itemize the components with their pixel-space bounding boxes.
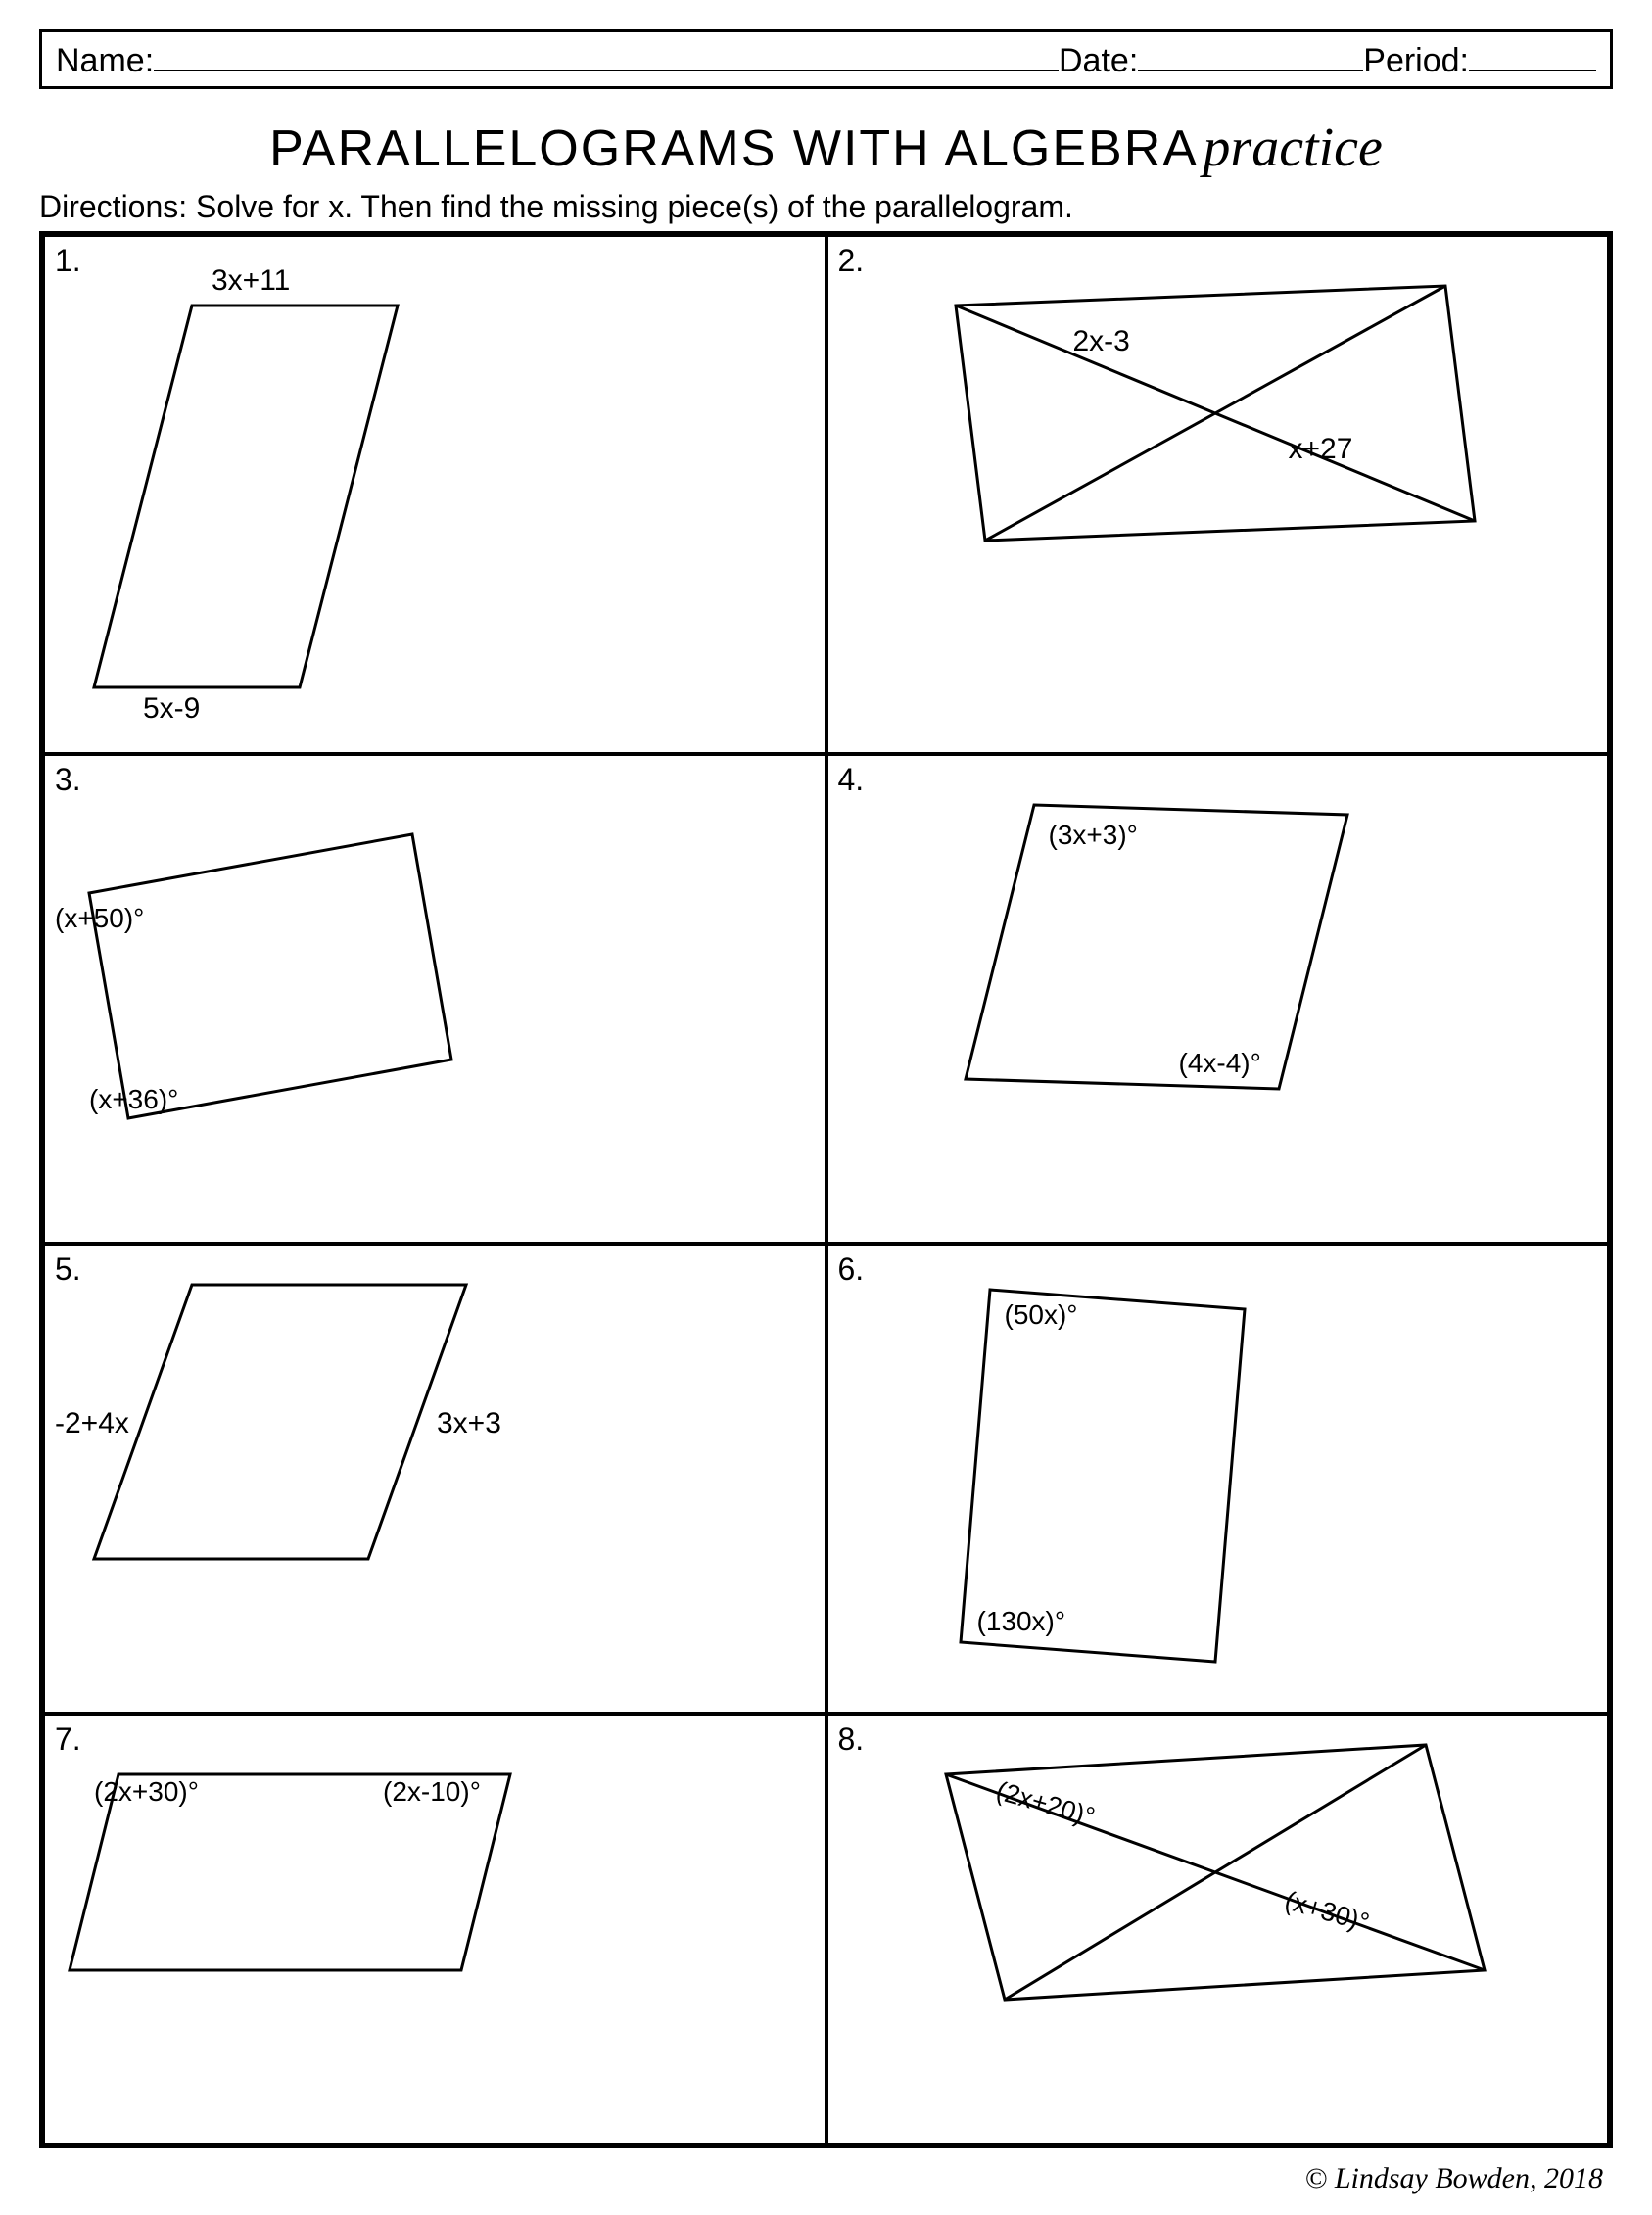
- problem-grid: 1. 3x+11 5x-9 2. 2x-3 x+27 3. (x+50: [39, 231, 1613, 2148]
- label-angle-tl: (x+50)°: [55, 903, 144, 934]
- label-diag-1: 2x-3: [1073, 325, 1130, 358]
- date-label: Date:: [1059, 42, 1138, 80]
- label-angle-tr: (2x-10)°: [383, 1776, 481, 1808]
- copyright: © Lindsay Bowden, 2018: [39, 2162, 1613, 2195]
- name-label: Name:: [56, 42, 154, 80]
- parallelogram-with-diagonals: [897, 1735, 1514, 2029]
- label-angle-tl: (50x)°: [1005, 1299, 1078, 1331]
- problem-6: 6. (50x)° (130x)°: [826, 1244, 1610, 1714]
- problem-7: 7. (2x+30)° (2x-10)°: [43, 1714, 826, 2144]
- parallelogram-with-diagonals: [897, 276, 1504, 570]
- problem-number: 8.: [838, 1721, 865, 1758]
- problem-1: 1. 3x+11 5x-9: [43, 235, 826, 754]
- page-title: PARALLELOGRAMS WITH ALGEBRA practice: [39, 117, 1613, 179]
- label-right-side: 3x+3: [437, 1407, 501, 1440]
- period-label: Period:: [1363, 42, 1469, 80]
- directions: Directions: Solve for x. Then find the m…: [39, 189, 1613, 225]
- label-top-side: 3x+11: [212, 264, 290, 298]
- header-fields: Name: Date: Period:: [39, 29, 1613, 89]
- parallelogram-figure: [956, 785, 1367, 1118]
- title-main: PARALLELOGRAMS WITH ALGEBRA: [269, 120, 1199, 177]
- problem-number: 4.: [838, 762, 865, 798]
- label-diag-2: x+27: [1289, 433, 1353, 466]
- period-blank: [1469, 38, 1596, 71]
- parallelogram-figure: [84, 1265, 496, 1579]
- label-left-side: -2+4x: [55, 1407, 129, 1440]
- name-blank: [154, 38, 1059, 71]
- parallelogram-figure: [74, 271, 447, 731]
- problem-number: 6.: [838, 1251, 865, 1288]
- label-angle-br: (4x-4)°: [1179, 1048, 1261, 1079]
- problem-4: 4. (3x+3)° (4x-4)°: [826, 754, 1610, 1244]
- date-blank: [1138, 38, 1363, 71]
- problem-3: 3. (x+50)° (x+36)°: [43, 754, 826, 1244]
- problem-number: 5.: [55, 1251, 81, 1288]
- label-angle-tl: (3x+3)°: [1049, 820, 1138, 851]
- label-angle-bl: (130x)°: [977, 1606, 1066, 1637]
- problem-number: 7.: [55, 1721, 81, 1758]
- problem-number: 2.: [838, 243, 865, 279]
- problem-8: 8. (2x+20)° (x+30)°: [826, 1714, 1610, 2144]
- problem-5: 5. -2+4x 3x+3: [43, 1244, 826, 1714]
- label-angle-tl: (2x+30)°: [94, 1776, 199, 1808]
- problem-number: 3.: [55, 762, 81, 798]
- problem-2: 2. 2x-3 x+27: [826, 235, 1610, 754]
- label-angle-bl: (x+36)°: [89, 1084, 178, 1115]
- label-bottom-side: 5x-9: [143, 692, 200, 726]
- title-script: practice: [1203, 118, 1382, 178]
